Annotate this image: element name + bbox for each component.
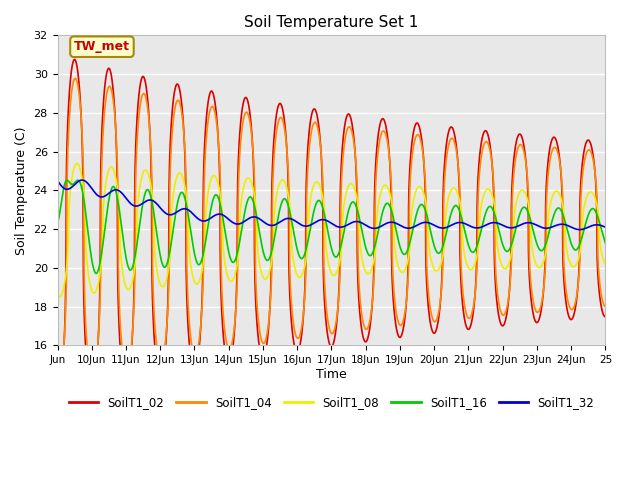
SoilT1_04 (166, 174, 174, 180)
SoilT1_08 (518, 187, 526, 193)
SoilT1_08 (54, 291, 61, 297)
SoilT1_32 (576, 227, 584, 232)
SoilT1_04 (54, 381, 62, 387)
SoilT1_32 (54, 178, 61, 183)
Title: Soil Temperature Set 1: Soil Temperature Set 1 (244, 15, 419, 30)
SoilT1_08 (402, 264, 410, 270)
SoilT1_08 (602, 261, 609, 267)
SoilT1_02 (402, 307, 410, 313)
SoilT1_16 (74, 177, 82, 183)
SoilT1_16 (451, 204, 458, 209)
SoilT1_08 (56, 294, 63, 300)
SoilT1_16 (402, 251, 410, 256)
Line: SoilT1_16: SoilT1_16 (58, 180, 605, 274)
Line: SoilT1_02: SoilT1_02 (58, 60, 605, 404)
Line: SoilT1_04: SoilT1_04 (58, 78, 605, 384)
SoilT1_04 (485, 144, 493, 150)
SoilT1_32 (166, 212, 173, 217)
SoilT1_32 (78, 177, 86, 183)
SoilT1_32 (450, 221, 458, 227)
SoilT1_32 (518, 221, 525, 227)
SoilT1_08 (166, 252, 174, 258)
SoilT1_16 (518, 206, 526, 212)
SoilT1_02 (450, 130, 458, 135)
SoilT1_16 (596, 220, 604, 226)
SoilT1_16 (92, 271, 100, 276)
SoilT1_02 (70, 57, 78, 62)
SoilT1_04 (518, 143, 526, 149)
SoilT1_32 (602, 224, 609, 230)
Legend: SoilT1_02, SoilT1_04, SoilT1_08, SoilT1_16, SoilT1_32: SoilT1_02, SoilT1_04, SoilT1_08, SoilT1_… (64, 392, 599, 414)
SoilT1_04 (451, 139, 458, 144)
SoilT1_16 (485, 204, 493, 210)
Line: SoilT1_08: SoilT1_08 (58, 164, 605, 297)
SoilT1_02 (596, 290, 604, 296)
SoilT1_08 (596, 236, 604, 241)
Y-axis label: Soil Temperature (C): Soil Temperature (C) (15, 126, 28, 254)
SoilT1_02 (54, 401, 61, 407)
SoilT1_32 (485, 221, 493, 227)
SoilT1_04 (54, 381, 61, 386)
Text: TW_met: TW_met (74, 40, 130, 53)
SoilT1_02 (166, 150, 173, 156)
SoilT1_08 (73, 161, 81, 167)
SoilT1_32 (402, 225, 410, 231)
SoilT1_16 (166, 247, 174, 253)
X-axis label: Time: Time (316, 368, 347, 381)
SoilT1_02 (518, 134, 525, 140)
SoilT1_02 (485, 136, 493, 142)
Line: SoilT1_32: SoilT1_32 (58, 180, 605, 229)
SoilT1_08 (451, 185, 458, 191)
SoilT1_04 (402, 303, 410, 309)
SoilT1_04 (602, 304, 609, 310)
SoilT1_04 (71, 75, 79, 81)
SoilT1_02 (602, 314, 609, 320)
SoilT1_16 (602, 240, 609, 246)
SoilT1_04 (596, 279, 604, 285)
SoilT1_32 (596, 222, 604, 228)
SoilT1_16 (54, 220, 61, 226)
SoilT1_08 (485, 187, 493, 192)
